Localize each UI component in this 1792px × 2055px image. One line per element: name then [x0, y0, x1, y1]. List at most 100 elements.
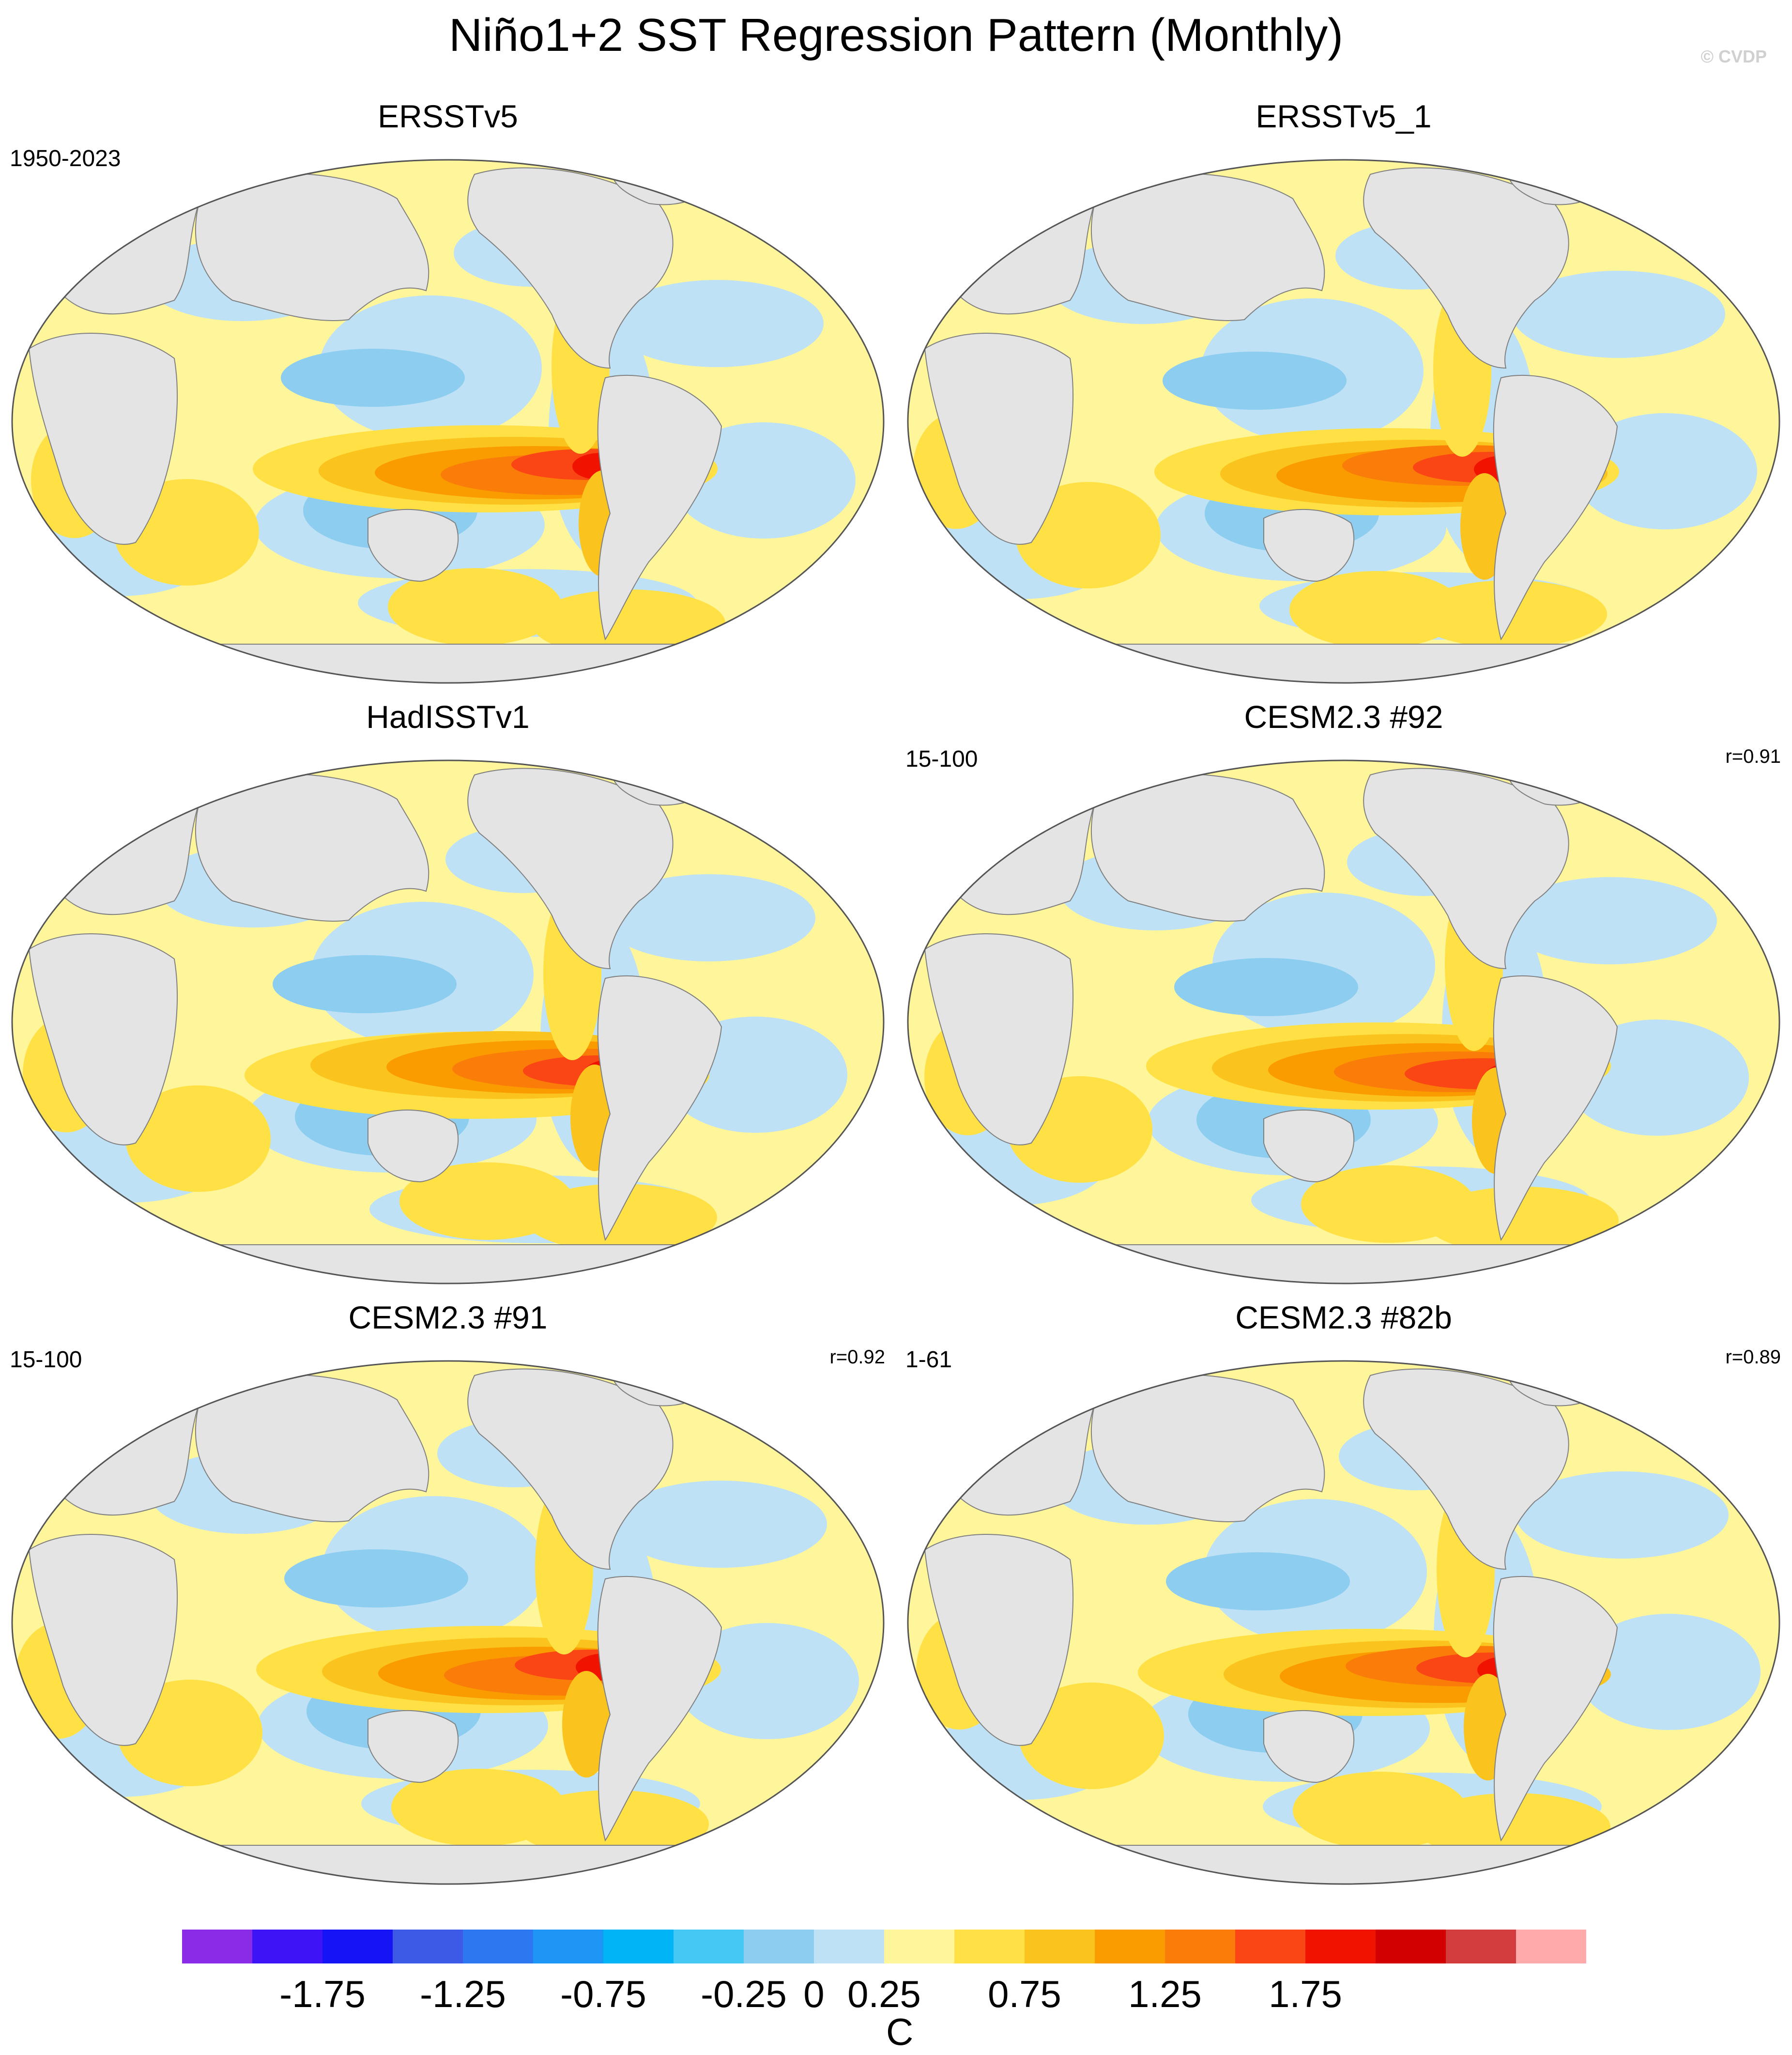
colorbar-tick-label: -1.25	[420, 1973, 506, 2015]
map-panel-cesm-92: CESM2.3 #92 15-100 r=0.91	[896, 697, 1792, 1298]
anomaly-contour	[602, 874, 815, 961]
anomaly-contour	[1015, 482, 1161, 588]
anomaly-contour	[388, 568, 562, 646]
colorbar-box	[884, 1930, 955, 1963]
land-mass	[368, 1710, 459, 1783]
colorbar-box	[603, 1930, 674, 1963]
anomaly-contour	[1417, 1793, 1610, 1861]
anomaly-contour	[1163, 352, 1347, 410]
map-frame	[907, 759, 1780, 1284]
land-mass	[1493, 975, 1618, 1241]
land-mass	[597, 374, 722, 641]
world-map	[907, 759, 1780, 1284]
land-mass	[924, 1534, 1074, 1746]
anomaly-contour	[1289, 571, 1464, 649]
panel-period: 15-100	[10, 1347, 82, 1373]
land-mass	[195, 172, 429, 321]
anomaly-contour	[611, 280, 824, 367]
anomaly-contour	[1166, 1552, 1350, 1610]
colorbar-box	[182, 1930, 253, 1963]
anomaly-contour	[1504, 877, 1717, 964]
land-mass	[1263, 509, 1355, 582]
land-mass	[924, 933, 1074, 1145]
panel-title: HadISSTv1	[366, 699, 530, 735]
map-panel-ersstv5-1: ERSSTv5_1	[896, 97, 1792, 697]
colorbar-box	[252, 1930, 323, 1963]
sst-field	[12, 760, 884, 1283]
colorbar-box	[1446, 1930, 1516, 1963]
colorbar	[182, 1930, 1586, 1963]
colorbar-box	[1376, 1930, 1446, 1963]
panel-period: 1-61	[905, 1347, 952, 1373]
anomaly-contour	[1174, 958, 1358, 1016]
land-mass	[368, 509, 459, 582]
colorbar-tick-label: -0.75	[560, 1973, 646, 2015]
panel-period: 15-100	[905, 746, 978, 772]
anomaly-contour	[1577, 1614, 1761, 1730]
sst-field	[908, 760, 1779, 1283]
colorbar-box	[1095, 1930, 1165, 1963]
colorbar-box	[393, 1930, 463, 1963]
anomaly-contour	[284, 1549, 468, 1607]
panel-title: CESM2.3 #82b	[1235, 1299, 1452, 1335]
colorbar-box	[463, 1930, 534, 1963]
land-mass	[1263, 1710, 1355, 1783]
colorbar-box	[954, 1930, 1025, 1963]
anomaly-contour	[1512, 271, 1725, 358]
colorbar-box	[1516, 1930, 1586, 1963]
map-panel-ersstv5: ERSSTv5 1950-2023	[0, 97, 896, 697]
anomaly-contour	[523, 1184, 717, 1252]
land-mass	[597, 975, 722, 1241]
figure-title: Niño1+2 SST Regression Pattern (Monthly)	[448, 9, 1344, 61]
colorbar-box	[744, 1930, 814, 1963]
colorbar-tick-label: 0.75	[988, 1973, 1061, 2015]
world-map	[907, 1360, 1780, 1885]
antarctica	[12, 1845, 884, 1884]
map-frame	[11, 1360, 885, 1885]
land-mass	[195, 1374, 429, 1522]
colorbar-tick-label: 0	[803, 1973, 825, 2015]
antarctica	[908, 644, 1779, 683]
antarctica	[908, 1244, 1779, 1283]
anomaly-contour	[562, 1671, 611, 1777]
land-mass	[924, 333, 1074, 545]
antarctica	[12, 644, 884, 683]
panel-correlation: r=0.92	[829, 1346, 885, 1368]
map-frame	[907, 1360, 1780, 1885]
anomaly-contour	[1019, 1683, 1164, 1789]
land-mass	[195, 773, 429, 922]
anomaly-contour	[614, 1481, 827, 1568]
anomaly-contour	[1425, 1187, 1619, 1254]
colorbar-tick-label: -1.75	[279, 1973, 366, 2015]
colorbar-box	[1235, 1930, 1306, 1963]
colorbar-box	[1165, 1930, 1236, 1963]
map-panel-cesm-82b: CESM2.3 #82b 1-61 r=0.89	[896, 1298, 1792, 1899]
map-panel-hadisstv1: HadISSTv1	[0, 697, 896, 1298]
colorbar-box	[814, 1930, 885, 1963]
antarctica	[12, 1244, 884, 1283]
colorbar-box	[533, 1930, 604, 1963]
panel-correlation: r=0.89	[1725, 1346, 1781, 1368]
colorbar-tick-label: 1.75	[1269, 1973, 1342, 2015]
anomaly-contour	[672, 422, 856, 539]
colorbar-box	[322, 1930, 393, 1963]
land-mass	[1263, 1109, 1355, 1183]
land-mass	[1493, 374, 1618, 641]
colorbar-unit: C	[886, 2010, 914, 2053]
panel-title: ERSSTv5_1	[1256, 98, 1432, 134]
land-mass	[1493, 1576, 1618, 1842]
panel-title: CESM2.3 #91	[348, 1299, 548, 1335]
panel-title: ERSSTv5	[378, 98, 518, 134]
world-map	[907, 159, 1780, 684]
panel-correlation: r=0.91	[1725, 746, 1781, 767]
map-frame	[11, 159, 885, 684]
world-map	[11, 759, 885, 1284]
sst-field	[12, 160, 884, 683]
world-map	[11, 159, 885, 684]
anomaly-contour	[1573, 413, 1757, 529]
map-panel-cesm-91: CESM2.3 #91 15-100 r=0.92	[0, 1298, 896, 1899]
colorbar-box	[1305, 1930, 1376, 1963]
colorbar-tick-labels: -1.75 -1.25 -0.75 -0.25 0 0.25 0.75 1.25 1.75	[0, 1972, 1792, 2016]
land-mass	[1090, 172, 1325, 321]
map-frame	[907, 159, 1780, 684]
